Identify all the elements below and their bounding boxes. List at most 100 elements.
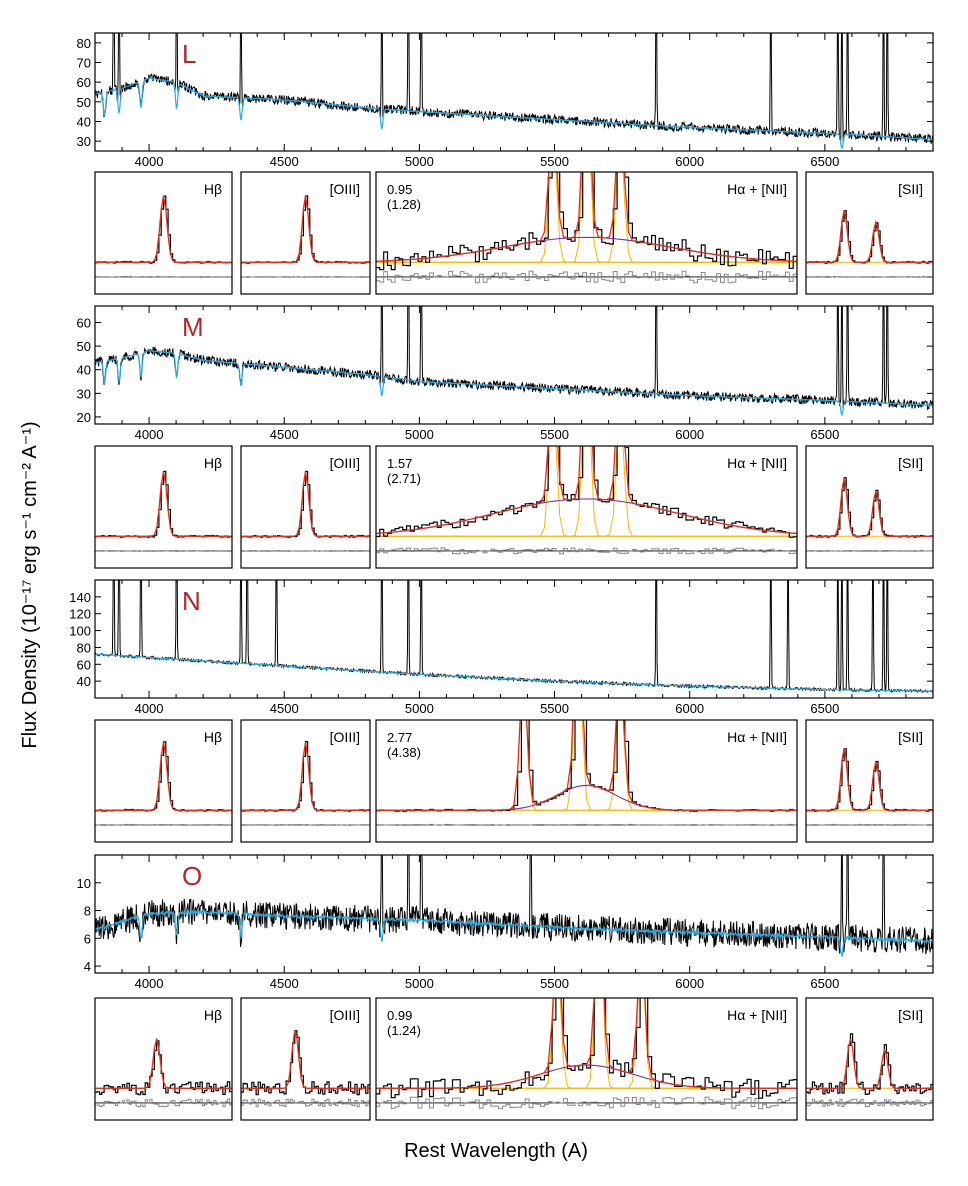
panel-label-L: L	[182, 39, 196, 69]
zoom-panel-M-1: [OIII]	[240, 445, 371, 569]
x-tick-label-L: 6500	[810, 154, 839, 169]
zoom-panel-label: Hβ	[204, 729, 222, 745]
zoom-panel-N-0: Hβ	[94, 719, 233, 843]
zoom-panel-O-3: [SII]	[805, 997, 934, 1121]
residual-spectrum	[241, 276, 370, 278]
panels-group: 30 40 50 60 70 80 4000 4500 5000 5500 6000 6500 L Hβ […	[69, 32, 934, 1121]
total-fit-curve	[241, 742, 370, 811]
y-tick-label-L: 70	[77, 56, 91, 71]
observed-spectrum-zoom	[95, 1040, 232, 1096]
zoom-panel-frame	[805, 997, 934, 1121]
y-tick-label-L: 30	[77, 134, 91, 149]
observed-spectrum-zoom	[95, 741, 232, 812]
zoom-panel-L-1: [OIII]	[240, 171, 371, 295]
x-tick-label-M: 6000	[675, 427, 704, 442]
x-tick-label-M: 5000	[405, 427, 434, 442]
y-tick-label-M: 40	[77, 363, 91, 378]
panel-frame-L	[94, 32, 934, 152]
y-tick-label-L: 50	[77, 95, 91, 110]
x-tick-label-O: 5000	[405, 976, 434, 991]
observed-spectrum-zoom	[95, 470, 232, 538]
observed-spectrum-zoom	[95, 195, 232, 264]
residual-spectrum	[241, 550, 370, 552]
x-tick-label-O: 6000	[675, 976, 704, 991]
zoom-panel-M-2: Hα + [NII] 1.57(2.71)	[375, 445, 798, 569]
y-tick-label-N: 80	[77, 640, 91, 655]
y-tick-label-L: 60	[77, 75, 91, 90]
residual-spectrum	[241, 1098, 370, 1108]
x-tick-label-M: 4000	[135, 427, 164, 442]
zoom-panel-frame	[805, 719, 934, 843]
observed-spectrum-zoom	[376, 446, 797, 538]
y-tick-label-M: 30	[77, 386, 91, 401]
residual-spectrum	[95, 1098, 232, 1108]
narrow-component-curve	[376, 172, 797, 263]
y-tick-label-O: 10	[77, 876, 91, 891]
narrow-component-curve	[376, 446, 797, 537]
residual-spectrum	[376, 547, 797, 555]
observed-spectrum-zoom	[241, 741, 370, 812]
panel-frame-N	[94, 579, 934, 699]
zoom-panel-L-0: Hβ	[94, 171, 233, 295]
model-spectrum-N	[95, 653, 933, 693]
x-tick-label-L: 4000	[135, 154, 164, 169]
zoom-panel-frame	[94, 171, 233, 295]
model-spectrum-L	[95, 77, 933, 150]
flux-ratio-value: 2.77	[387, 730, 412, 745]
total-fit-curve	[95, 1038, 232, 1089]
x-tick-label-N: 6000	[675, 701, 704, 716]
residual-spectrum	[376, 1096, 797, 1110]
residual-spectrum	[95, 549, 232, 552]
zoom-panel-label: [OIII]	[330, 729, 360, 745]
zoom-panel-label: Hβ	[204, 1007, 222, 1023]
total-fit-curve	[241, 1030, 370, 1089]
residual-spectrum	[95, 275, 232, 278]
model-spectrum-M	[95, 349, 933, 417]
total-fit-curve	[806, 1038, 933, 1089]
x-tick-label-N: 5500	[540, 701, 569, 716]
y-tick-label-L: 80	[77, 36, 91, 51]
residual-spectrum	[806, 275, 933, 278]
y-tick-label-O: 8	[84, 904, 91, 919]
total-fit-curve	[241, 471, 370, 537]
x-tick-label-M: 4500	[270, 427, 299, 442]
zoom-panel-label: [OIII]	[330, 181, 360, 197]
zoom-panel-label: [OIII]	[330, 455, 360, 471]
narrow-component-curve	[376, 172, 797, 263]
zoom-panel-frame	[375, 171, 798, 295]
x-tick-label-N: 4000	[135, 701, 164, 716]
flux-ratio-error: (4.38)	[387, 745, 421, 760]
flux-ratio-error: (1.28)	[387, 197, 421, 212]
narrow-component-curve	[376, 172, 797, 263]
zoom-panel-label: Hα + [NII]	[727, 1007, 787, 1023]
zoom-panel-N-3: [SII]	[805, 719, 934, 843]
observed-spectrum-zoom	[241, 1030, 370, 1096]
y-tick-label-M: 20	[77, 410, 91, 425]
observed-spectrum-zoom	[241, 195, 370, 264]
flux-ratio-value: 1.57	[387, 456, 412, 471]
residual-spectrum	[806, 549, 933, 552]
zoom-panel-label: [SII]	[898, 181, 923, 197]
zoom-panel-O-2: Hα + [NII] 0.99(1.24)	[375, 997, 798, 1121]
zoom-row-O: Hβ [OIII] Hα + [NII] 0.99(1.24) [SII]	[94, 997, 934, 1121]
y-tick-label-M: 60	[77, 316, 91, 331]
zoom-panel-label: Hα + [NII]	[727, 729, 787, 745]
observed-spectrum-O	[95, 855, 933, 955]
total-fit-curve	[95, 742, 232, 811]
zoom-panel-frame	[240, 445, 371, 569]
zoom-panel-frame	[240, 997, 371, 1121]
zoom-panel-label: Hα + [NII]	[727, 455, 787, 471]
total-fit-curve	[806, 210, 933, 263]
zoom-panel-label: [SII]	[898, 455, 923, 471]
x-tick-label-M: 6500	[810, 427, 839, 442]
total-fit-curve	[376, 720, 797, 811]
observed-spectrum-M	[95, 306, 933, 411]
broad-component-curve	[376, 236, 797, 262]
zoom-panel-label: [SII]	[898, 1007, 923, 1023]
narrow-component-curve	[376, 998, 797, 1089]
zoom-panel-N-1: [OIII]	[240, 719, 371, 843]
zoom-panel-frame	[375, 445, 798, 569]
zoom-row-M: Hβ [OIII] Hα + [NII] 1.57(2.71) [SII]	[94, 445, 934, 569]
y-tick-label-N: 120	[69, 607, 91, 622]
